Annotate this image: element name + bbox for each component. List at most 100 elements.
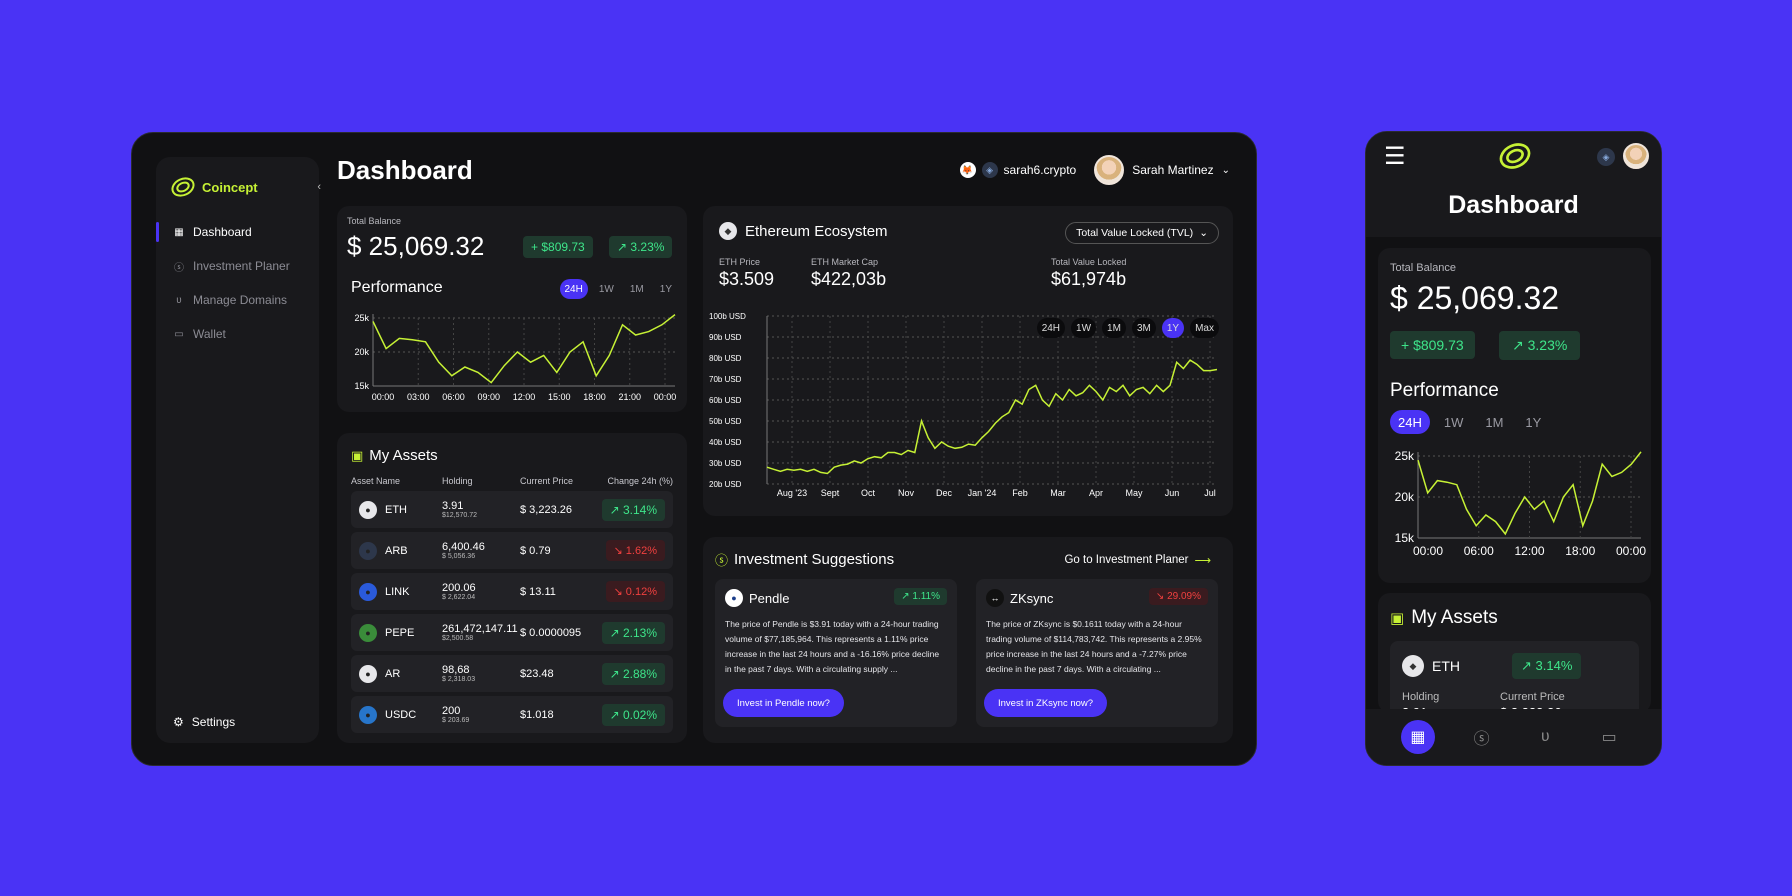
mobile-asset-row[interactable]: ◆ ETH ↗ 3.14% Holding 3.91 Current Price… [1390, 641, 1639, 713]
sidebar-item-label: Wallet [193, 327, 226, 341]
table-row[interactable]: ● LINK 200.06 $ 2,622.04 $ 13.11 ↘ 0.12% [351, 573, 673, 610]
tf-24h[interactable]: 24H [1036, 318, 1066, 338]
holding-value: 3.91 [442, 500, 464, 512]
tf-3m[interactable]: 3M [1131, 318, 1156, 338]
holding-cell: 98,68 $ 2,318.03 [442, 664, 520, 683]
assets-title: My Assets [1411, 607, 1498, 628]
x-tick-label: 00:00 [654, 392, 677, 402]
asset-symbol: ARB [385, 544, 408, 557]
mobile-bottom-nav: ▦ ⓢ ʋ ▭ [1366, 709, 1661, 765]
wallet-icon: ▣ [1390, 610, 1405, 627]
nav-dashboard-icon[interactable]: ▦ [1400, 720, 1435, 754]
sidebar-item-manage-domains[interactable]: ʋ Manage Domains [156, 283, 319, 317]
table-row[interactable]: ● ARB 6,400.46 $ 5,056.36 $ 0.79 ↘ 1.62% [351, 532, 673, 569]
holding-usd: $ 2,318.03 [442, 676, 476, 683]
invest-pendle-button[interactable]: Invest in Pendle now? [723, 689, 844, 717]
balance-card: Total Balance $ 25,069.32 + $809.73 ↗ 3.… [337, 206, 687, 412]
suggestions-header: ⓢ Investment Suggestions [715, 550, 894, 569]
settings-label: Settings [191, 715, 236, 729]
x-tick-label: Oct [861, 488, 876, 498]
price-cell: $23.48 [520, 667, 554, 680]
tf-24h[interactable]: 24H [1390, 410, 1430, 434]
sidebar-item-investment-planer[interactable]: ⓢ Investment Planer [156, 249, 319, 283]
price-cell: $ 0.0000095 [520, 626, 582, 639]
table-row[interactable]: ● USDC 200 $ 203.69 $1.018 ↗ 0.02% [351, 696, 673, 733]
asset-name-cell: ● USDC [351, 705, 442, 724]
sidebar-item-settings[interactable]: ⚙ Settings [173, 715, 235, 729]
dollar-icon: ⓢ [715, 553, 729, 568]
suggestion-name: ZKsync [1010, 590, 1054, 606]
asset-symbol: ETH [1432, 658, 1460, 674]
holding-cell: 6,400.46 $ 5,056.36 [442, 541, 520, 560]
avatar[interactable] [1623, 143, 1649, 169]
mobile-assets-card: ▣ My Assets ◆ ETH ↗ 3.14% Holding 3.91 C… [1378, 593, 1651, 713]
invest-zksync-button[interactable]: Invest in ZKsync now? [984, 689, 1108, 717]
tf-1m[interactable]: 1M [1102, 318, 1126, 338]
eth-ecosystem-card: ◆ Ethereum Ecosystem Total Value Locked … [703, 206, 1233, 516]
nav-domain-icon[interactable]: ʋ [1541, 728, 1550, 745]
holding-cell: 200 $ 203.69 [442, 705, 520, 724]
change-cell: ↗ 2.88% [598, 662, 673, 685]
eth-title: Ethereum Ecosystem [745, 222, 888, 240]
nav-dollar-icon[interactable]: ⓢ [1473, 731, 1490, 748]
tf-1y[interactable]: 1Y [659, 283, 672, 295]
menu-icon[interactable]: ☰ [1384, 143, 1406, 170]
chevron-down-icon: ⌄ [1221, 164, 1230, 176]
change-value: 0.12% [625, 586, 657, 598]
holding-cell: 3.91 $12,570.72 [442, 500, 520, 519]
x-tick-label: 03:00 [407, 392, 430, 402]
tf-1m[interactable]: 1M [1485, 414, 1504, 430]
ethereum-icon: ◆ [719, 222, 737, 240]
total-balance-value: $ 25,069.32 [1390, 280, 1560, 316]
sidebar-item-wallet[interactable]: ▭ Wallet [156, 317, 319, 351]
tf-1w[interactable]: 1W [1443, 414, 1464, 430]
tf-max[interactable]: Max [1190, 318, 1219, 338]
holding-usd: $2,500.58 [442, 635, 474, 642]
coincept-logo-icon [171, 177, 195, 197]
total-balance-label: Total Balance [347, 216, 402, 226]
x-tick-label: 00:00 [1616, 544, 1646, 558]
tf-24h[interactable]: 24H [559, 279, 588, 299]
holding-label: Holding [1402, 691, 1440, 703]
asset-symbol: USDC [385, 708, 417, 721]
y-tick-label: 40b USD [709, 438, 742, 447]
tf-1w[interactable]: 1W [598, 283, 614, 295]
brand-logo[interactable]: Coincept [170, 175, 258, 199]
balance-change-pct-value: 3.23% [630, 240, 665, 254]
x-tick-label: 15:00 [548, 392, 571, 402]
price-label: Current Price [1500, 691, 1565, 703]
holding-value: 200 [442, 705, 461, 717]
collapse-sidebar-icon[interactable]: ‹ [317, 181, 321, 193]
y-tick-label: 30b USD [709, 459, 742, 468]
suggestion-title: ↔ ZKsync [986, 589, 1208, 607]
nav-wallet-icon[interactable]: ▭ [1601, 729, 1617, 746]
price-cell: $ 3,223.26 [520, 503, 572, 516]
tf-1y[interactable]: 1Y [1525, 414, 1542, 430]
suggestion-text: The price of ZKsync is $0.1611 today wit… [986, 619, 1202, 674]
col-holding: Holding [442, 476, 473, 486]
domain-selector[interactable]: 🦊 ◈ sarah6.crypto [959, 162, 1076, 178]
table-row[interactable]: ● PEPE 261,472,147.11 $2,500.58 $ 0.0000095 ↗… [351, 614, 673, 651]
performance-title: Performance [1390, 380, 1499, 401]
holding-value: 98,68 [442, 664, 470, 676]
suggestion-change: ↘ 29.09% [1148, 588, 1208, 605]
tf-1w[interactable]: 1W [1071, 318, 1097, 338]
wallet-icon: ▣ [351, 447, 364, 463]
mobile-balance-card: Total Balance $ 25,069.32 + $809.73 ↗ 3.… [1378, 248, 1651, 583]
change-value: 2.88% [622, 666, 657, 681]
user-menu[interactable]: Sarah Martinez ⌄ [1094, 155, 1230, 185]
sidebar-item-dashboard[interactable]: ▦ Dashboard [156, 215, 319, 249]
tf-1y[interactable]: 1Y [1161, 318, 1185, 338]
sidebar: Coincept ‹ ▦ Dashboard ⓢ Investment Plan… [156, 157, 321, 743]
arbitrum-icon: ◈ [981, 162, 998, 178]
table-row[interactable]: ● AR 98,68 $ 2,318.03 $23.48 ↗ 2.88% [351, 655, 673, 692]
go-to-investment-planer-link[interactable]: Go to Investment Planer ⟶ [1064, 553, 1211, 567]
mobile-header: ☰ ◈ Dashboard [1366, 132, 1661, 237]
table-row[interactable]: ● ETH 3.91 $12,570.72 $ 3,223.26 ↗ 3.14% [351, 491, 673, 528]
holding-value: 261,472,147.11 [442, 623, 518, 635]
tf-1m[interactable]: 1M [629, 283, 644, 295]
tvl-dropdown[interactable]: Total Value Locked (TVL) ⌄ [1065, 222, 1219, 244]
holding-cell: 261,472,147.11 $2,500.58 [442, 623, 520, 642]
zksync-icon: ↔ [986, 589, 1004, 607]
x-tick-label: Sept [821, 488, 840, 498]
